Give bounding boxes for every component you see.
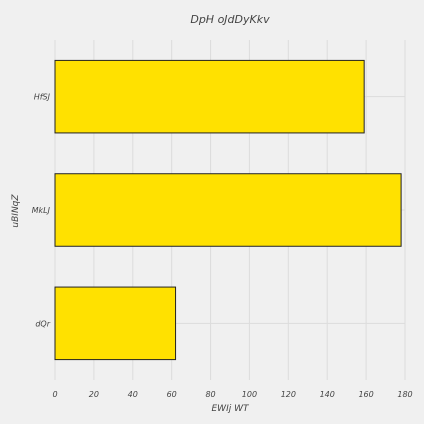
bar-dQr [54, 286, 177, 361]
y-axis-label: uBINqZ [11, 194, 21, 228]
y-tick-label: MkLJ [32, 206, 51, 215]
chart-title: DpH oJdDyKkv [190, 13, 270, 26]
bar-MkLJ [54, 173, 402, 247]
x-axis-label: EWIj WT [212, 404, 251, 414]
x-tick-label: 100 [242, 390, 257, 399]
x-tick-label: 180 [397, 390, 412, 399]
x-tick-label: 60 [167, 390, 177, 399]
y-tick-label: dQr [35, 319, 50, 328]
x-tick-label: 140 [320, 390, 335, 399]
x-tick-label: 120 [281, 390, 296, 399]
x-tick-label: 160 [358, 390, 373, 399]
x-tick-label: 20 [89, 390, 99, 399]
y-tick-label: HfSJ [34, 93, 51, 102]
x-tick-label: 80 [205, 390, 215, 399]
x-tick-label: 40 [128, 390, 138, 399]
bars [54, 59, 402, 361]
x-tick-label: 0 [52, 390, 57, 399]
y-tick-labels: HfSJ MkLJ dQr [32, 93, 51, 329]
x-tick-labels: 0 20 40 60 80 100 120 140 160 180 [52, 390, 412, 399]
bar-HfSJ [54, 59, 365, 134]
